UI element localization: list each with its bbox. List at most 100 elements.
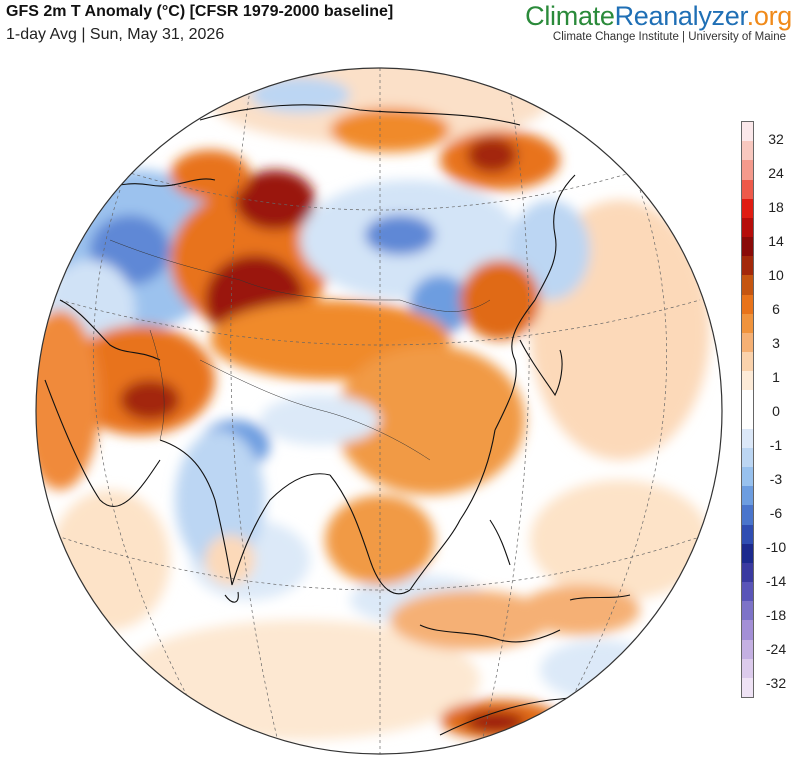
warm-patch-manchuria xyxy=(460,260,540,340)
color-scale-swatch xyxy=(742,237,753,257)
hot-core-australia xyxy=(465,712,525,732)
color-scale-swatch xyxy=(742,332,753,353)
border-himalaya xyxy=(199,359,431,461)
color-scale-swatch xyxy=(742,677,753,698)
border-mongolia xyxy=(399,299,491,312)
warm-patch-south-india xyxy=(205,535,255,585)
coast-arctic xyxy=(199,104,521,126)
color-scale-labels: 32 24 18 14 10 6 3 1 0 -1 -3 -6 -10 -14 -18 -24 -32 xyxy=(758,121,798,698)
color-scale-swatch xyxy=(742,658,753,678)
map-subtitle: 1-day Avg | Sun, May 31, 2026 xyxy=(6,26,225,43)
hot-core-iran xyxy=(120,380,180,420)
color-scale-label: -1 xyxy=(769,437,783,453)
coast-black-sea xyxy=(59,299,161,361)
color-scale-label: 14 xyxy=(768,233,784,249)
coast-east-china xyxy=(494,299,536,431)
warm-patch-indonesia xyxy=(390,590,550,650)
cool-patch-arctic xyxy=(250,77,350,113)
warm-patch-arabia xyxy=(36,310,100,490)
color-scale-swatch xyxy=(742,620,753,640)
coast-philippines xyxy=(489,519,511,566)
cool-core-siberia xyxy=(365,215,435,255)
color-scale-swatch xyxy=(742,467,753,487)
color-scale-swatch xyxy=(742,562,753,583)
color-scale-swatch xyxy=(742,275,753,295)
hot-core-urals xyxy=(235,170,315,230)
color-scale-label: 24 xyxy=(768,165,784,181)
color-scale-label: -24 xyxy=(765,641,787,657)
coast-japan xyxy=(519,339,563,397)
coast-south-china xyxy=(409,429,496,591)
color-scale-swatch xyxy=(742,352,753,372)
color-scale-label: 32 xyxy=(768,131,784,147)
coast-new-guinea xyxy=(569,594,631,601)
color-scale-swatch xyxy=(742,428,753,448)
color-scale-label: -3 xyxy=(769,471,783,487)
warm-patch-northwest xyxy=(170,150,250,200)
cool-patch-north-australia xyxy=(540,640,660,700)
color-scale-label: 0 xyxy=(772,403,780,419)
color-scale-swatch xyxy=(742,313,753,333)
color-scale-label: 3 xyxy=(772,335,780,351)
color-scale-swatch xyxy=(742,217,753,238)
color-scale-swatch xyxy=(742,179,753,199)
color-scale-swatch xyxy=(742,198,753,218)
warm-patch-arabian-sea xyxy=(50,490,170,630)
color-scale-label: 10 xyxy=(768,267,784,283)
color-scale-bar xyxy=(741,121,754,698)
color-scale-label: -14 xyxy=(765,573,787,589)
border-russia-south xyxy=(109,239,401,301)
color-scale-swatch xyxy=(742,601,753,621)
coast-okhotsk xyxy=(534,174,576,301)
color-scale-swatch xyxy=(742,256,753,276)
color-scale-swatch xyxy=(742,409,753,429)
warm-patch-new-guinea xyxy=(520,585,640,635)
graticule-lat-60 xyxy=(119,169,641,211)
color-scale-label: -32 xyxy=(765,675,787,691)
color-scale-swatch xyxy=(742,447,753,468)
coast-indonesia xyxy=(419,624,561,643)
color-scale-label: 6 xyxy=(772,301,780,317)
warm-patch-china xyxy=(335,345,525,495)
color-scale-swatch xyxy=(742,486,753,506)
color-scale-label: -6 xyxy=(769,505,783,521)
color-scale-swatch xyxy=(742,639,753,659)
brand-affiliation: Climate Change Institute | University of… xyxy=(552,31,786,43)
coast-arabia xyxy=(44,379,161,507)
graticule-lines xyxy=(39,68,721,754)
anomaly-field xyxy=(36,68,722,754)
color-scale-label: 18 xyxy=(768,199,784,215)
brand-name-climate: Climate xyxy=(525,1,615,31)
color-scale-swatch xyxy=(742,122,753,142)
warm-patch-indochina xyxy=(325,495,435,585)
globe-outline xyxy=(35,67,723,755)
color-scale-swatch xyxy=(742,524,753,544)
graticule-meridian-far-west xyxy=(92,189,201,721)
color-scale-swatch xyxy=(742,582,753,602)
graticule-meridian-east xyxy=(479,89,530,751)
coast-sri-lanka xyxy=(224,591,239,603)
color-scale-swatch xyxy=(742,505,753,525)
brand-logo[interactable]: ClimateReanalyzer.org xyxy=(525,1,792,32)
color-scale-swatch xyxy=(742,294,753,314)
coast-indochina xyxy=(329,474,411,595)
coast-india xyxy=(159,439,331,586)
color-scale-swatch xyxy=(742,371,753,391)
warm-patch-kara xyxy=(330,108,450,152)
color-scale-label: -18 xyxy=(765,607,787,623)
cool-patch-tibet xyxy=(260,395,380,445)
brand-name-reanalyzer: Reanalyzer xyxy=(614,1,747,31)
color-scale-swatch xyxy=(742,141,753,161)
brand-name-org: .org xyxy=(746,1,793,31)
color-scale-label: 1 xyxy=(772,369,780,385)
graticule-meridian-far-east xyxy=(559,189,668,721)
graticule-meridian-west xyxy=(230,89,281,751)
color-scale-swatch xyxy=(742,160,753,180)
map-title: GFS 2m T Anomaly (°C) [CFSR 1979-2000 ba… xyxy=(6,3,394,20)
border-iran xyxy=(149,329,165,441)
country-borders xyxy=(109,239,491,461)
hot-core-east-siberia xyxy=(467,137,517,173)
color-scale-swatch xyxy=(742,543,753,563)
color-scale-label: -10 xyxy=(765,539,787,555)
